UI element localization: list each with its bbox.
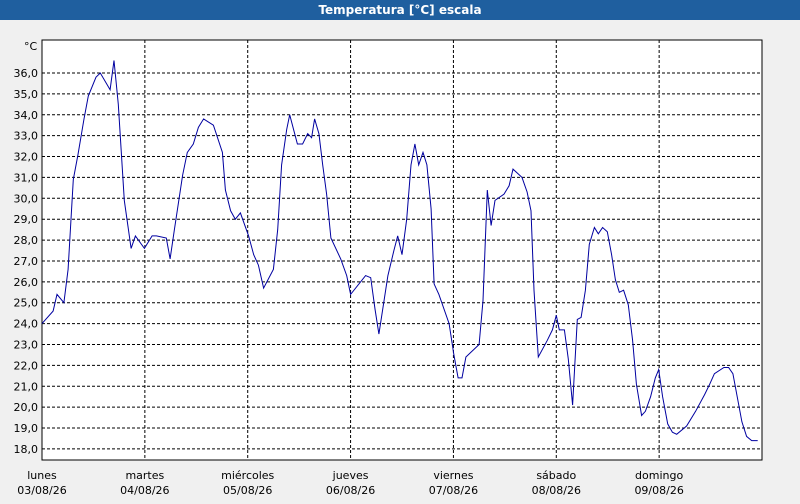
x-tick-label: viernes [433, 469, 473, 482]
y-tick-label: 35,0 [14, 88, 39, 101]
x-tick-date: 06/08/26 [326, 484, 375, 497]
x-tick-date: 07/08/26 [429, 484, 478, 497]
y-tick-label: 26,0 [14, 276, 39, 289]
y-tick-label: 28,0 [14, 234, 39, 247]
chart-title: Temperatura [°C] escala [318, 3, 481, 17]
y-tick-label: 34,0 [14, 109, 39, 122]
y-tick-label: 20,0 [14, 401, 39, 414]
x-tick-date: 09/08/26 [634, 484, 683, 497]
x-tick-label: domingo [635, 469, 683, 482]
y-tick-label: 32,0 [14, 151, 39, 164]
y-tick-label: 33,0 [14, 130, 39, 143]
y-tick-label: 21,0 [14, 380, 39, 393]
x-tick-date: 05/08/26 [223, 484, 272, 497]
y-tick-label: 23,0 [14, 339, 39, 352]
y-tick-label: 22,0 [14, 359, 39, 372]
x-tick-label: jueves [332, 469, 369, 482]
y-tick-label: 25,0 [14, 297, 39, 310]
title-bar [0, 0, 800, 20]
temperature-line [41, 60, 758, 442]
y-tick-label: 29,0 [14, 213, 39, 226]
y-tick-label: 18,0 [14, 443, 39, 456]
x-tick-label: sábado [536, 469, 576, 482]
unit-label: °C [24, 40, 38, 53]
x-tick-label: martes [125, 469, 164, 482]
x-tick-label: miércoles [221, 469, 274, 482]
y-tick-label: 30,0 [14, 192, 39, 205]
x-tick-date: 03/08/26 [17, 484, 66, 497]
y-tick-label: 19,0 [14, 422, 39, 435]
x-tick-label: lunes [27, 469, 57, 482]
y-tick-label: 27,0 [14, 255, 39, 268]
y-tick-label: 36,0 [14, 67, 39, 80]
x-tick-date: 08/08/26 [532, 484, 581, 497]
x-tick-date: 04/08/26 [120, 484, 169, 497]
y-tick-label: 31,0 [14, 171, 39, 184]
y-tick-label: 24,0 [14, 318, 39, 331]
plot-area [41, 39, 763, 461]
